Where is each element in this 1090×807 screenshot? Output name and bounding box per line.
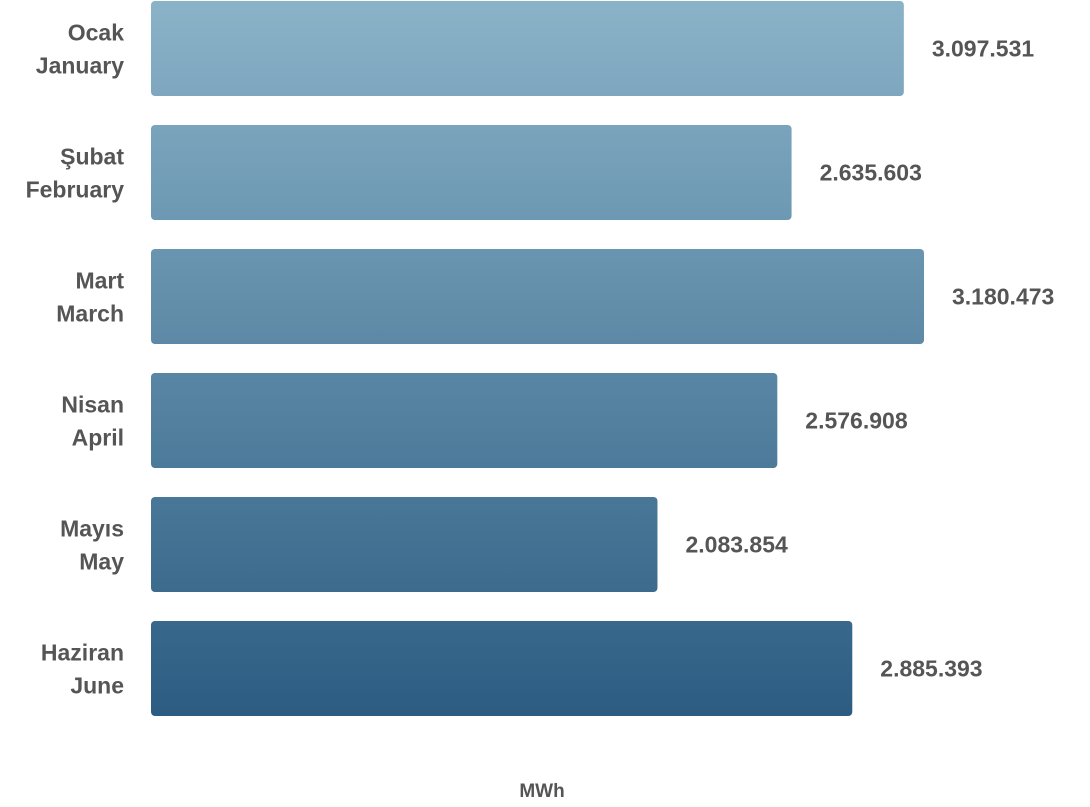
value-label: 2.083.854	[685, 532, 788, 558]
bar-march	[151, 249, 924, 344]
category-label-en: April	[72, 425, 124, 451]
bar-may	[151, 497, 658, 592]
category-label-tr: Mayıs	[60, 516, 124, 542]
value-label: 2.885.393	[880, 656, 982, 682]
value-label: 2.576.908	[805, 408, 908, 434]
category-label-en: May	[79, 549, 124, 575]
x-axis-label: MWh	[519, 781, 564, 802]
value-label: 3.097.531	[932, 36, 1035, 62]
category-label-en: January	[36, 53, 124, 79]
bar-june	[151, 621, 853, 716]
bar-april	[151, 373, 778, 468]
value-labels-group: 3.097.531 2.635.603 3.180.473 2.576.908 2.08…	[685, 36, 1054, 682]
value-label: 3.180.473	[952, 284, 1054, 310]
category-label-tr: Haziran	[41, 640, 124, 666]
category-label-tr: Nisan	[61, 392, 124, 418]
bar-february	[151, 125, 792, 220]
category-label-en: June	[70, 673, 124, 699]
bars-group	[151, 1, 924, 716]
value-label: 2.635.603	[820, 160, 922, 186]
category-label-en: March	[56, 301, 124, 327]
category-label-tr: Ocak	[68, 20, 124, 46]
category-labels-group: Ocak January Şubat February Mart March Nisan Ap…	[26, 20, 125, 699]
category-label-en: February	[26, 177, 125, 203]
category-label-tr: Şubat	[60, 144, 124, 170]
bar-january	[151, 1, 904, 96]
category-label-tr: Mart	[75, 268, 124, 294]
